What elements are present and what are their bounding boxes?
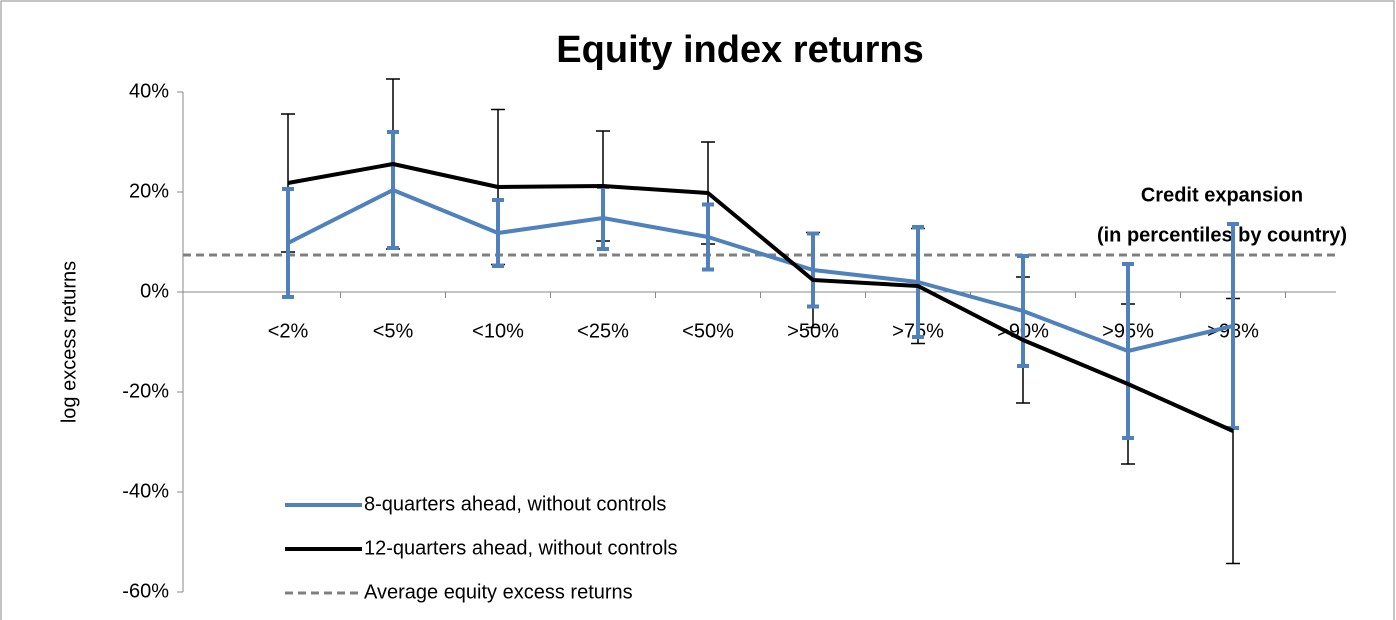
y-tick-label: 40% — [129, 80, 169, 102]
x-tick-label: <2% — [268, 320, 309, 342]
legend-label: 12-quarters ahead, without controls — [364, 537, 678, 559]
y-tick-label: -60% — [122, 580, 169, 602]
series-line — [287, 188, 1234, 353]
x-tick-label: >50% — [787, 320, 839, 342]
x-tick-label: <10% — [472, 320, 524, 342]
x-tick-label: <25% — [577, 320, 629, 342]
annotation: Credit expansion — [1141, 184, 1303, 206]
annotation: (in percentiles by country) — [1097, 224, 1347, 246]
y-axis-label: log excess returns — [58, 261, 80, 423]
legend-label: 8-quarters ahead, without controls — [364, 493, 666, 515]
y-tick-label: -40% — [122, 480, 169, 502]
legend-label: Average equity excess returns — [364, 581, 633, 603]
x-tick-label: <5% — [373, 320, 414, 342]
chart-title: Equity index returns — [556, 29, 923, 71]
y-tick-label: 0% — [140, 280, 169, 302]
x-tick-label: <50% — [682, 320, 734, 342]
y-tick-label: 20% — [129, 180, 169, 202]
y-tick-label: -20% — [122, 380, 169, 402]
series-line — [287, 162, 1234, 433]
